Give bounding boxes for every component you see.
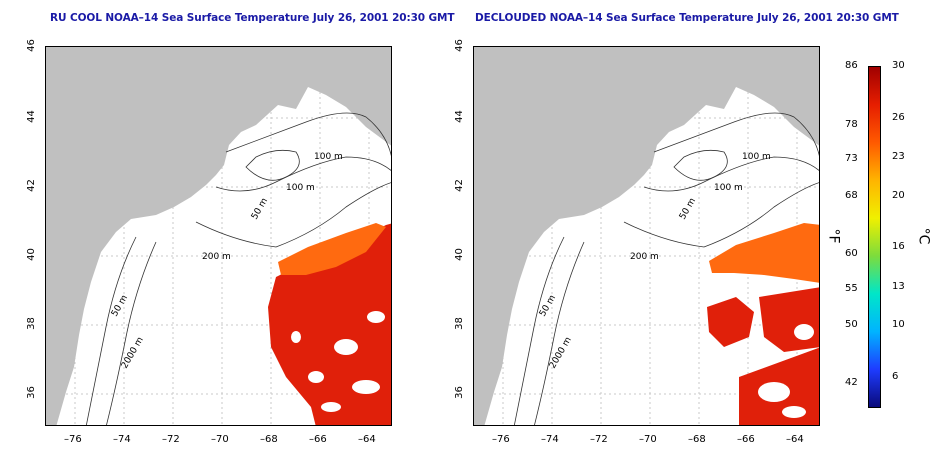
x-tick-label: –70 [639,434,657,445]
land-mass [46,47,391,425]
fahrenheit-tick: 42 [845,377,858,388]
celsius-tick: 16 [892,241,905,252]
fahrenheit-tick: 55 [845,283,858,294]
fahrenheit-tick: 86 [845,60,858,71]
sst-hot-band [278,223,386,275]
y-tick-label: 44 [453,110,465,123]
x-tick-label: –70 [211,434,229,445]
y-tick-label: 36 [453,386,465,399]
y-tick-label: 46 [25,39,37,52]
sst-hot-band [709,223,819,283]
fahrenheit-tick: 73 [845,153,858,164]
celsius-unit-label: °C [915,227,932,245]
contour-label: 200 m [202,252,231,262]
right-panel-title: DECLOUDED NOAA–14 Sea Surface Temperatur… [475,12,899,24]
left-map-svg: 100 m 100 m 50 m 200 m 50 m 2000 m [46,47,391,425]
y-tick-label: 42 [453,179,465,192]
x-tick-label: –74 [113,434,131,445]
right-map-svg: 100 m 100 m 50 m 200 m 50 m 2000 m [474,47,819,425]
bathymetry-contours [85,112,391,425]
celsius-tick: 26 [892,112,905,123]
celsius-tick: 13 [892,281,905,292]
fahrenheit-tick: 68 [845,190,858,201]
x-tick-label: –68 [260,434,278,445]
y-tick-label: 36 [25,386,37,399]
y-tick-label: 42 [25,179,37,192]
fahrenheit-unit-label: °F [825,228,842,244]
celsius-tick: 23 [892,151,905,162]
fahrenheit-tick: 50 [845,319,858,330]
land-nova-scotia [321,59,386,97]
celsius-tick: 20 [892,190,905,201]
y-tick-label: 38 [453,317,465,330]
contour-label: 200 m [630,252,659,262]
contour-label: 100 m [286,183,315,193]
x-tick-label: –66 [737,434,755,445]
left-sst-map: 100 m 100 m 50 m 200 m 50 m 2000 m [45,46,392,426]
left-panel-title: RU COOL NOAA–14 Sea Surface Temperature … [50,12,455,24]
fahrenheit-tick: 78 [845,119,858,130]
x-tick-label: –72 [162,434,180,445]
celsius-tick: 30 [892,60,905,71]
contour-label: 50 m [678,197,698,222]
x-tick-label: –76 [492,434,510,445]
x-tick-label: –64 [786,434,804,445]
right-sst-map: 100 m 100 m 50 m 200 m 50 m 2000 m [473,46,820,426]
celsius-tick: 6 [892,371,899,382]
land-nova-scotia [749,59,814,97]
contour-label: 100 m [742,152,771,162]
x-tick-label: –68 [688,434,706,445]
sst-warm-patch [707,297,754,347]
cloud-gaps [758,324,814,418]
bathymetry-contours [513,112,819,425]
y-tick-label: 38 [25,317,37,330]
x-tick-label: –74 [541,434,559,445]
x-tick-label: –66 [309,434,327,445]
contour-label: 100 m [314,152,343,162]
contour-label: 50 m [250,197,270,222]
celsius-tick: 10 [892,319,905,330]
sst-warm-patch [759,287,819,352]
y-tick-label: 40 [25,248,37,261]
cloud-gaps [291,311,385,412]
y-tick-label: 40 [453,248,465,261]
x-tick-label: –72 [590,434,608,445]
temperature-colorbar [868,66,881,408]
fahrenheit-tick: 60 [845,248,858,259]
contour-label: 100 m [714,183,743,193]
x-tick-label: –64 [358,434,376,445]
y-tick-label: 44 [25,110,37,123]
x-tick-label: –76 [64,434,82,445]
y-tick-label: 46 [453,39,465,52]
land-mass [474,47,819,425]
